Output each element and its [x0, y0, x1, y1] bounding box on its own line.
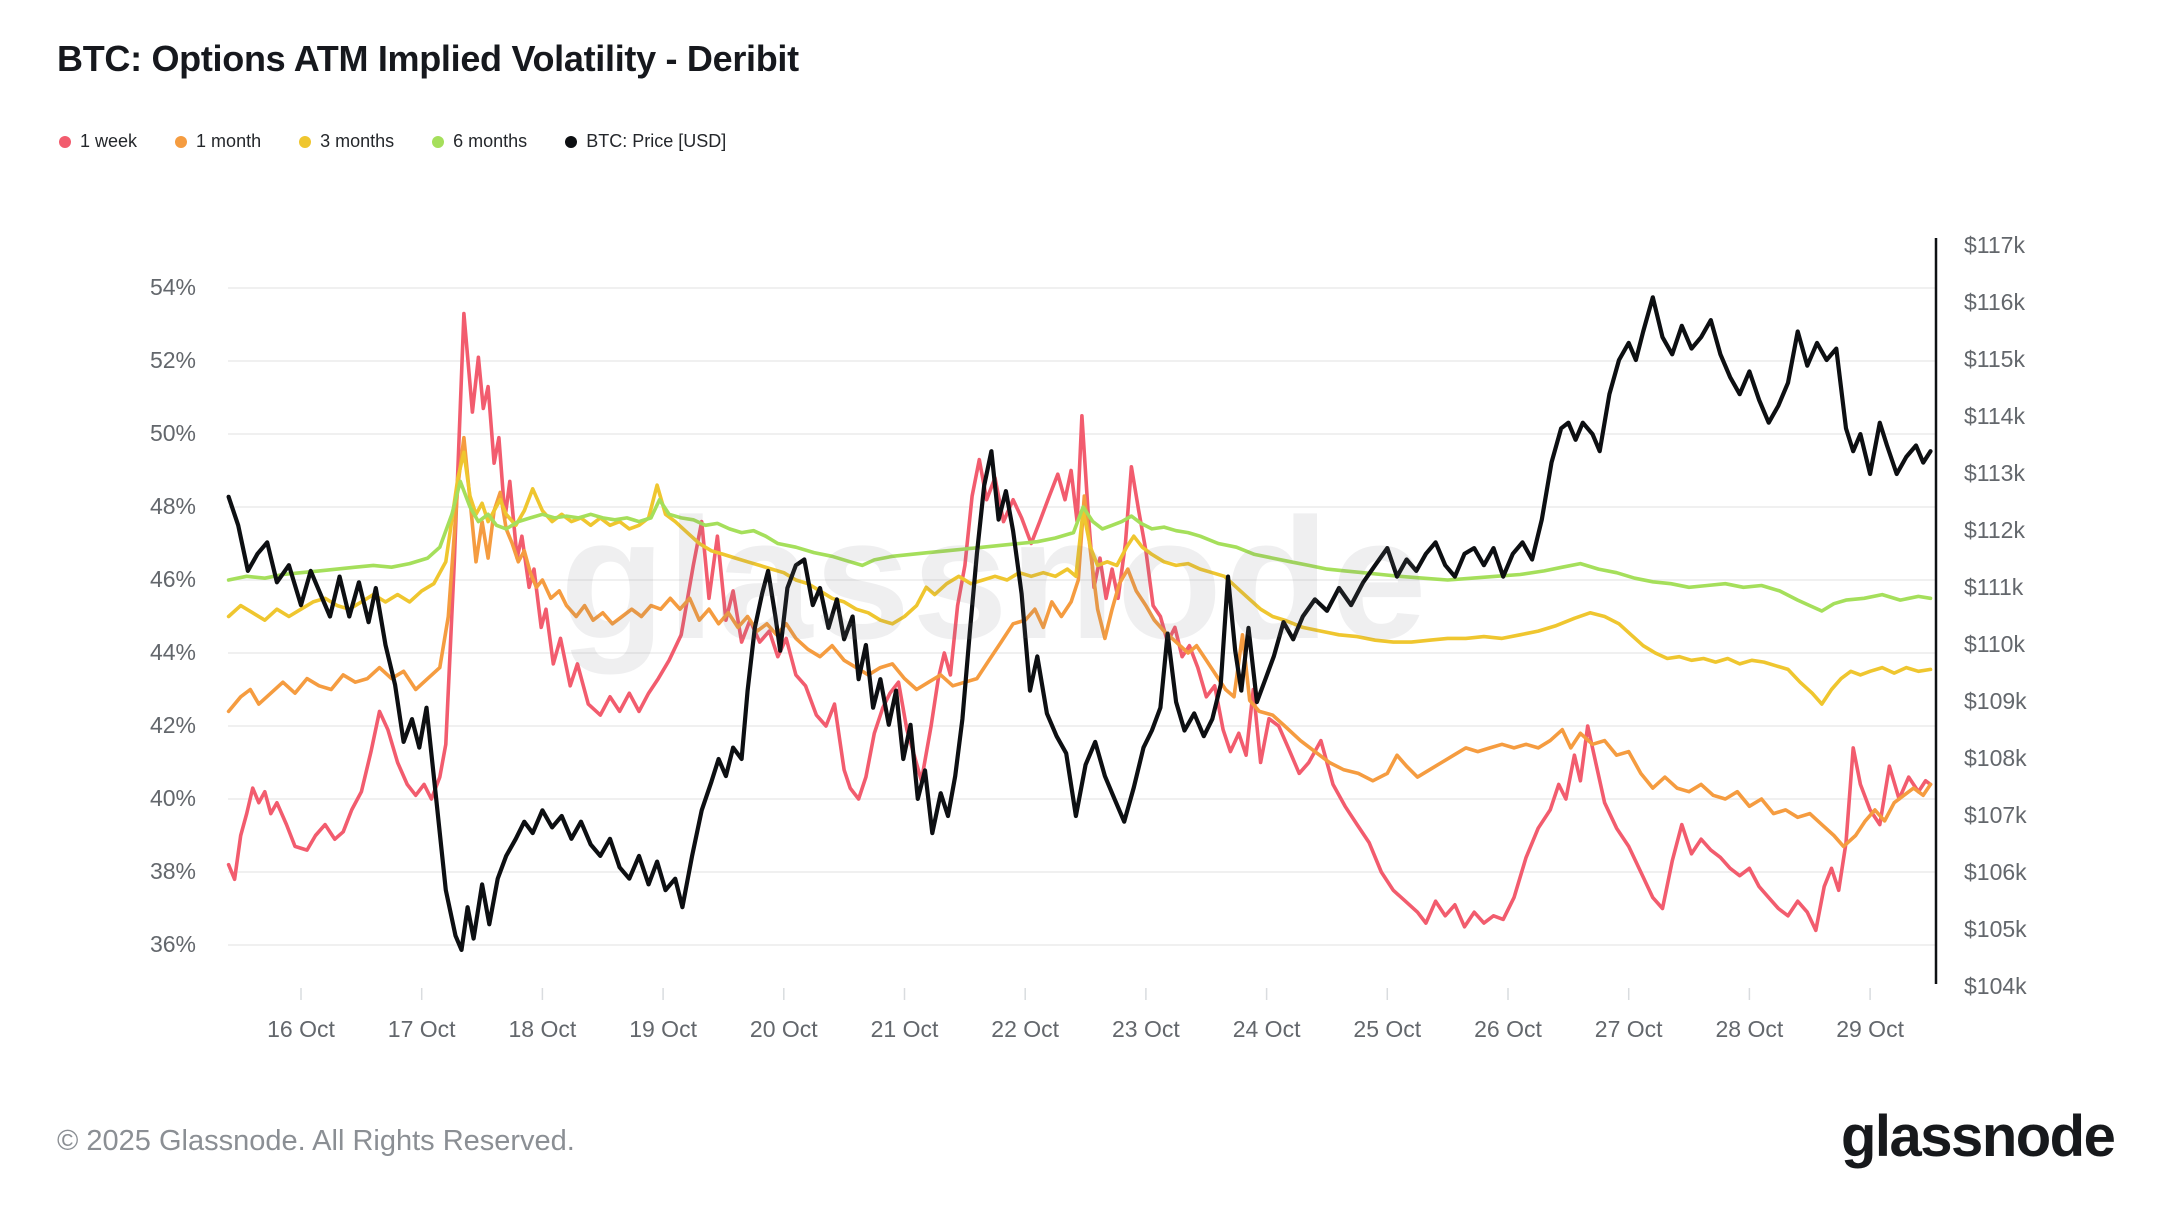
legend-item-6-months[interactable]: 6 months [432, 131, 527, 152]
legend-item-btc-price-usd-[interactable]: BTC: Price [USD] [565, 131, 726, 152]
y-right-tick-label-110: $110k [1964, 631, 2025, 657]
y-left-tick-label-46: 46% [149, 566, 196, 592]
x-tick-label-23-Oct: 23 Oct [1112, 1016, 1180, 1042]
y-right-tick-label-111: $111k [1964, 574, 2024, 600]
legend-item-3-months[interactable]: 3 months [299, 131, 394, 152]
legend-item-1-week[interactable]: 1 week [59, 131, 137, 152]
legend-dot-icon [175, 135, 188, 148]
x-tick-label-22-Oct: 22 Oct [991, 1016, 1060, 1042]
x-tick-label-28-Oct: 28 Oct [1715, 1016, 1784, 1042]
y-right-tick-label-114: $114k [1964, 403, 2025, 429]
legend-dot-icon [565, 135, 578, 148]
y-left-tick-label-40: 40% [149, 785, 196, 811]
y-right-tick-label-115: $115k [1964, 346, 2025, 372]
series-line-btc-price-usd-[interactable] [226, 295, 1933, 953]
legend-item-label: BTC: Price [USD] [586, 131, 727, 151]
y-right-tick-label-112: $112k [1964, 517, 2025, 543]
y-right-tick-label-117: $117k [1964, 232, 2025, 258]
series-line-6-months[interactable] [226, 479, 1933, 613]
series-line-3-months[interactable] [226, 450, 1933, 706]
y-left-tick-label-54: 54% [149, 274, 196, 300]
y-right-tick-label-106: $106k [1964, 859, 2027, 885]
x-tick-label-26-Oct: 26 Oct [1474, 1016, 1542, 1042]
y-right-tick-label-116: $116k [1964, 289, 2025, 315]
x-tick-label-25-Oct: 25 Oct [1353, 1016, 1422, 1042]
y-left-tick-label-50: 50% [149, 420, 196, 446]
series-line-1-week[interactable] [226, 311, 1933, 933]
x-tick-label-17-Oct: 17 Oct [387, 1016, 456, 1042]
y-left-tick-label-38: 38% [149, 858, 196, 884]
y-right-tick-label-104: $104k [1964, 973, 2027, 999]
x-tick-label-27-Oct: 27 Oct [1594, 1016, 1663, 1042]
x-tick-label-29-Oct: 29 Oct [1836, 1016, 1904, 1042]
y-right-tick-label-108: $108k [1964, 745, 2027, 771]
y-left-tick-label-48: 48% [149, 493, 196, 519]
legend-dot-icon [299, 135, 312, 148]
legend-item-label: 1 month [196, 131, 262, 151]
legend-item-1-month[interactable]: 1 month [175, 131, 261, 152]
x-tick-label-19-Oct: 19 Oct [629, 1016, 697, 1042]
copyright-text: © 2025 Glassnode. All Rights Reserved. [57, 1125, 575, 1157]
y-left-tick-label-44: 44% [149, 639, 196, 665]
x-tick-label-16-Oct: 16 Oct [267, 1016, 335, 1042]
legend-dot-icon [432, 135, 445, 148]
x-tick-label-20-Oct: 20 Oct [749, 1016, 818, 1042]
legend-item-label: 6 months [453, 131, 528, 151]
y-right-tick-label-113: $113k [1964, 460, 2025, 486]
glassnode-logo: glassnode [1841, 1104, 2116, 1169]
y-right-tick-label-105: $105k [1964, 916, 2027, 942]
y-left-tick-label-36: 36% [149, 931, 196, 957]
legend-item-label: 3 months [320, 131, 395, 151]
y-left-tick-label-42: 42% [149, 712, 196, 738]
glassnode-watermark: glassnode [560, 483, 1429, 675]
y-right-tick-label-109: $109k [1964, 688, 2027, 714]
legend-item-label: 1 week [80, 131, 138, 151]
x-tick-label-24-Oct: 24 Oct [1232, 1016, 1301, 1042]
x-tick-label-21-Oct: 21 Oct [870, 1016, 939, 1042]
y-right-tick-label-107: $107k [1964, 802, 2027, 828]
x-tick-label-18-Oct: 18 Oct [508, 1016, 577, 1042]
page-title: BTC: Options ATM Implied Volatility - De… [57, 38, 799, 79]
chart-legend: 1 week 1 month 3 months 6 months BTC: Price … [59, 131, 726, 152]
y-left-tick-label-52: 52% [149, 347, 196, 373]
legend-dot-icon [59, 135, 71, 148]
